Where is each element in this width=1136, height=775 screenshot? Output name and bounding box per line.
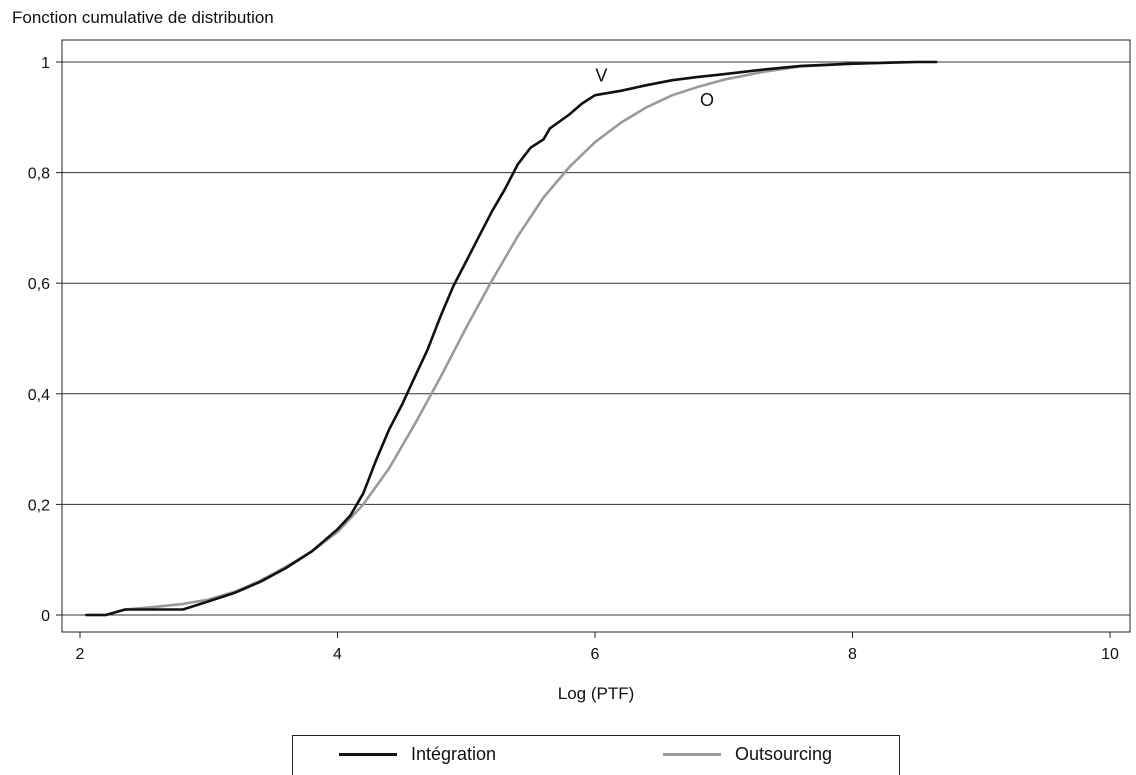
y-tick-label: 1 xyxy=(41,55,50,72)
legend-item-outsourcing: Outsourcing xyxy=(663,744,832,765)
legend-swatch-outsourcing xyxy=(663,753,721,756)
legend-swatch-integration xyxy=(339,753,397,756)
y-tick-label: 0,4 xyxy=(28,387,50,404)
curve-annotations: VO xyxy=(595,65,714,110)
x-tick-label: 8 xyxy=(848,646,857,663)
legend-label-integration: Intégration xyxy=(411,744,497,764)
series-lines xyxy=(85,60,938,617)
y-tick-label: 0 xyxy=(41,608,50,625)
plot-frame xyxy=(61,39,1131,633)
x-axis-title: Log (PTF) xyxy=(558,684,635,703)
y-tick-labels: 0 0,2 0,4 0,6 0,8 1 xyxy=(28,55,62,625)
legend: Intégration Outsourcing xyxy=(292,735,900,775)
y-tick-label: 0,2 xyxy=(28,497,50,514)
legend-item-integration: Intégration xyxy=(339,744,496,765)
y-tick-label: 0,8 xyxy=(28,166,50,183)
curve-label-o: O xyxy=(700,90,714,110)
y-tick-label: 0,6 xyxy=(28,276,50,293)
series-line-int-gration xyxy=(85,60,938,617)
series-line-outsourcing xyxy=(85,60,906,617)
x-tick-label: 10 xyxy=(1101,646,1119,663)
legend-label-outsourcing: Outsourcing xyxy=(735,744,833,764)
curve-label-v: V xyxy=(595,65,607,85)
x-tick-label: 4 xyxy=(333,646,342,663)
y-axis-title: Fonction cumulative de distribution xyxy=(12,8,274,27)
gridlines xyxy=(62,61,1130,616)
x-tick-label: 6 xyxy=(591,646,600,663)
x-tick-labels: 2 4 6 8 10 xyxy=(76,632,1119,663)
x-tick-label: 2 xyxy=(76,646,85,663)
